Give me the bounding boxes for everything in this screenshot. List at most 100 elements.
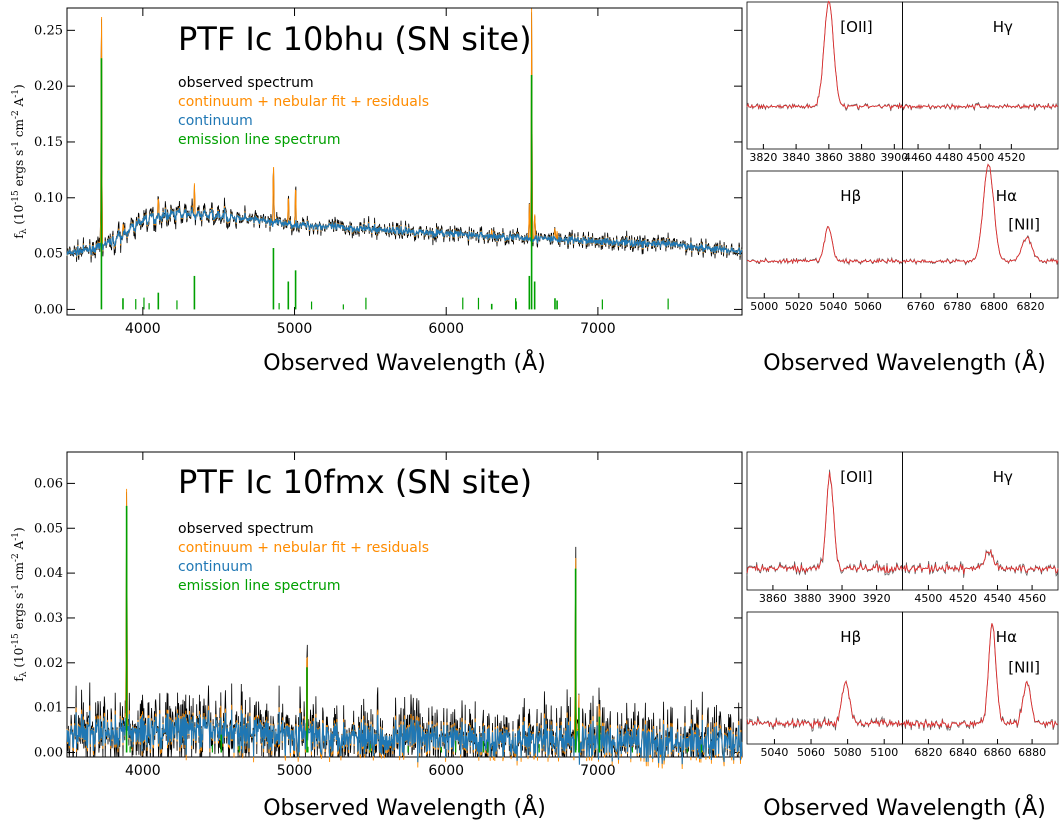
y-axis-label: fλ (10-15 ergs s-1 cm-2 A-1) (11, 84, 29, 238)
legend-entry: observed spectrum (178, 75, 314, 91)
inset-tick-label: 3880 (848, 151, 876, 164)
x-tick-label: 6000 (428, 763, 464, 779)
inset-tick-label: 3820 (749, 151, 777, 164)
line-label: Hβ (840, 187, 861, 205)
series-observed-spectrum (66, 12, 743, 263)
y-axis-label-part: ) (12, 84, 26, 89)
chart-panel-1: 0.00 0.05 0.10 0.15 0.20 0.25 4000 5000 6000 7000… (11, 0, 1059, 376)
inset-frame (902, 611, 1059, 745)
chart-title: PTF Ic 10bhu (SN site) (178, 20, 532, 58)
inset-tick-label: 3920 (863, 592, 891, 605)
inset-frame (746, 1, 903, 150)
line-label-2: [NII] (1008, 215, 1040, 233)
line-label: [OII] (840, 18, 872, 36)
legend-entry: continuum + nebular fit + residuals (178, 540, 429, 556)
line-label: Hβ (840, 628, 861, 646)
inset-tick-label: 4460 (904, 151, 932, 164)
y-axis-label-part: λ (19, 228, 29, 234)
y-axis-label-part: cm (12, 561, 26, 584)
legend-entry: continuum (178, 113, 253, 129)
y-axis-label-part: (10 (12, 648, 26, 672)
line-label: Hα (996, 628, 1017, 646)
inset-observed (902, 549, 1059, 578)
inset-fit (746, 472, 903, 574)
y-axis-label-part: (10 (12, 205, 26, 229)
y-axis-label-part: -1 (11, 532, 21, 541)
x-axis-label: Observed Wavelength (Å) (263, 794, 546, 821)
inset-tick-label: 5000 (750, 300, 778, 313)
x-tick-label: 4000 (125, 321, 161, 337)
inset-group: [OII] 3820 3840 3860 3880 3900 Hγ 4460 4480 4500 4… (746, 0, 1059, 376)
line-label: [OII] (840, 468, 872, 486)
inset-observed (746, 1, 903, 112)
line-label: Hγ (993, 18, 1013, 36)
line-label: Hγ (993, 468, 1013, 486)
inset-fit (902, 163, 1059, 265)
inset-tick-label: 3900 (828, 592, 856, 605)
inset-tick-label: 5020 (785, 300, 813, 313)
y-tick-label: 0.15 (34, 135, 63, 150)
y-axis-label: fλ (10-15 ergs s-1 cm-2 A-1) (11, 527, 29, 681)
inset-tick-label: 6860 (984, 746, 1012, 759)
inset-fit (902, 623, 1059, 729)
inset-tick-label: 5060 (797, 746, 825, 759)
inset-fit (746, 680, 903, 729)
y-axis-label-part: cm (12, 118, 26, 141)
inset-frame (746, 451, 903, 591)
inset-tick-label: 5060 (854, 300, 882, 313)
inset-group: [OII] 3860 3880 3900 3920 Hγ 4500 4520 4540 4560 H… (746, 451, 1059, 821)
inset-fit (746, 226, 903, 265)
inset-tick-label: 4520 (997, 151, 1025, 164)
y-axis-label-part: -2 (11, 553, 21, 562)
legend-entry: emission line spectrum (178, 578, 340, 594)
inset-tick-label: 4480 (935, 151, 963, 164)
y-tick-label: 0.05 (34, 521, 63, 536)
y-tick-label: 0.03 (34, 611, 63, 626)
y-tick-label: 0.25 (34, 23, 63, 38)
x-tick-label: 7000 (580, 321, 616, 337)
inset-frame (902, 170, 1059, 299)
x-tick-label: 5000 (277, 763, 313, 779)
inset-observed (902, 623, 1059, 732)
inset-tick-label: 6780 (943, 300, 971, 313)
line-label-2: [NII] (1008, 659, 1040, 677)
inset-tick-label: 4500 (914, 592, 942, 605)
y-tick-label: 0.02 (34, 656, 63, 671)
inset-x-axis-label: Observed Wavelength (Å) (763, 794, 1046, 821)
y-axis-label-part: λ (19, 671, 29, 677)
inset-tick-label: 6820 (914, 746, 942, 759)
legend-entry: observed spectrum (178, 521, 314, 537)
inset-tick-label: 4560 (1018, 592, 1046, 605)
inset-tick-label: 3860 (759, 592, 787, 605)
inset-tick-label: 3840 (782, 151, 810, 164)
y-tick-label: 0.05 (34, 247, 63, 262)
plot-frame (66, 451, 743, 758)
y-axis-label-part: A (12, 540, 26, 553)
y-tick-label: 0.00 (34, 746, 63, 761)
inset-tick-label: 5040 (760, 746, 788, 759)
y-tick-label: 0.00 (34, 302, 63, 317)
y-axis-label-part: ergs s (12, 150, 26, 190)
inset-frame (902, 1, 1059, 150)
legend-entry: continuum (178, 559, 253, 575)
y-axis-label-part: ) (12, 527, 26, 532)
inset-tick-label: 5100 (870, 746, 898, 759)
y-axis-label-part: -2 (11, 110, 21, 119)
line-label: Hα (996, 187, 1017, 205)
inset-tick-label: 3900 (880, 151, 908, 164)
y-axis-label-part: ergs s (12, 593, 26, 633)
y-axis-label-part: -15 (11, 190, 21, 205)
inset-tick-label: 6760 (907, 300, 935, 313)
inset-tick-label: 3880 (793, 592, 821, 605)
inset-tick-label: 6800 (980, 300, 1008, 313)
legend-entry: continuum + nebular fit + residuals (178, 94, 429, 110)
inset-tick-label: 6880 (1018, 746, 1046, 759)
inset-tick-label: 4540 (984, 592, 1012, 605)
inset-fit (746, 0, 903, 111)
y-tick-label: 0.20 (34, 79, 63, 94)
y-tick-label: 0.10 (34, 191, 63, 206)
x-tick-label: 7000 (580, 763, 616, 779)
chart-panel-2: 0.00 0.01 0.02 0.03 0.04 0.05 0.06 4000 5000 6000… (11, 451, 1059, 821)
x-tick-label: 6000 (428, 321, 464, 337)
